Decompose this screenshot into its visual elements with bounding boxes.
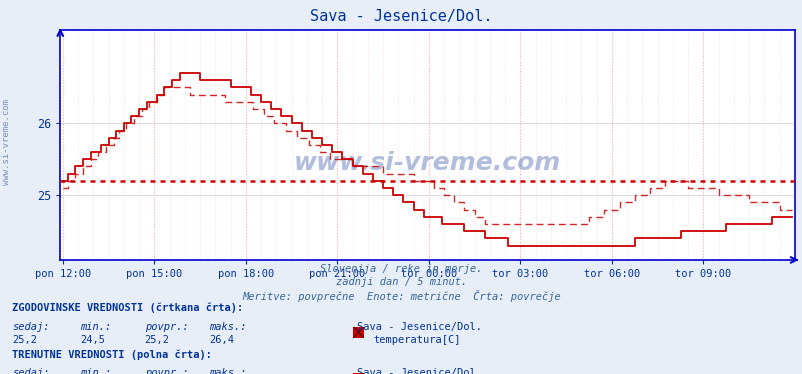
- Text: 25,2: 25,2: [12, 335, 37, 345]
- Text: 26,4: 26,4: [209, 335, 233, 345]
- Text: 24,5: 24,5: [80, 335, 105, 345]
- Text: povpr.:: povpr.:: [144, 322, 188, 332]
- Text: Slovenija / reke in morje.: Slovenija / reke in morje.: [320, 264, 482, 274]
- Text: sedaj:: sedaj:: [12, 368, 50, 374]
- Text: 25,2: 25,2: [144, 335, 169, 345]
- Text: min.:: min.:: [80, 368, 111, 374]
- Text: Sava - Jesenice/Dol.: Sava - Jesenice/Dol.: [310, 9, 492, 24]
- Text: Meritve: povprečne  Enote: metrične  Črta: povrečje: Meritve: povprečne Enote: metrične Črta:…: [242, 290, 560, 302]
- Text: Sava - Jesenice/Dol.: Sava - Jesenice/Dol.: [357, 322, 482, 332]
- Text: min.:: min.:: [80, 322, 111, 332]
- Text: TRENUTNE VREDNOSTI (polna črta):: TRENUTNE VREDNOSTI (polna črta):: [12, 350, 212, 360]
- Text: maks.:: maks.:: [209, 368, 246, 374]
- Text: www.si-vreme.com: www.si-vreme.com: [294, 151, 561, 175]
- Text: Sava - Jesenice/Dol.: Sava - Jesenice/Dol.: [357, 368, 482, 374]
- Text: temperatura[C]: temperatura[C]: [373, 335, 460, 345]
- Text: www.si-vreme.com: www.si-vreme.com: [2, 99, 11, 185]
- Text: maks.:: maks.:: [209, 322, 246, 332]
- Text: povpr.:: povpr.:: [144, 368, 188, 374]
- Text: ZGODOVINSKE VREDNOSTI (črtkana črta):: ZGODOVINSKE VREDNOSTI (črtkana črta):: [12, 303, 243, 313]
- Text: sedaj:: sedaj:: [12, 322, 50, 332]
- Text: zadnji dan / 5 minut.: zadnji dan / 5 minut.: [335, 277, 467, 287]
